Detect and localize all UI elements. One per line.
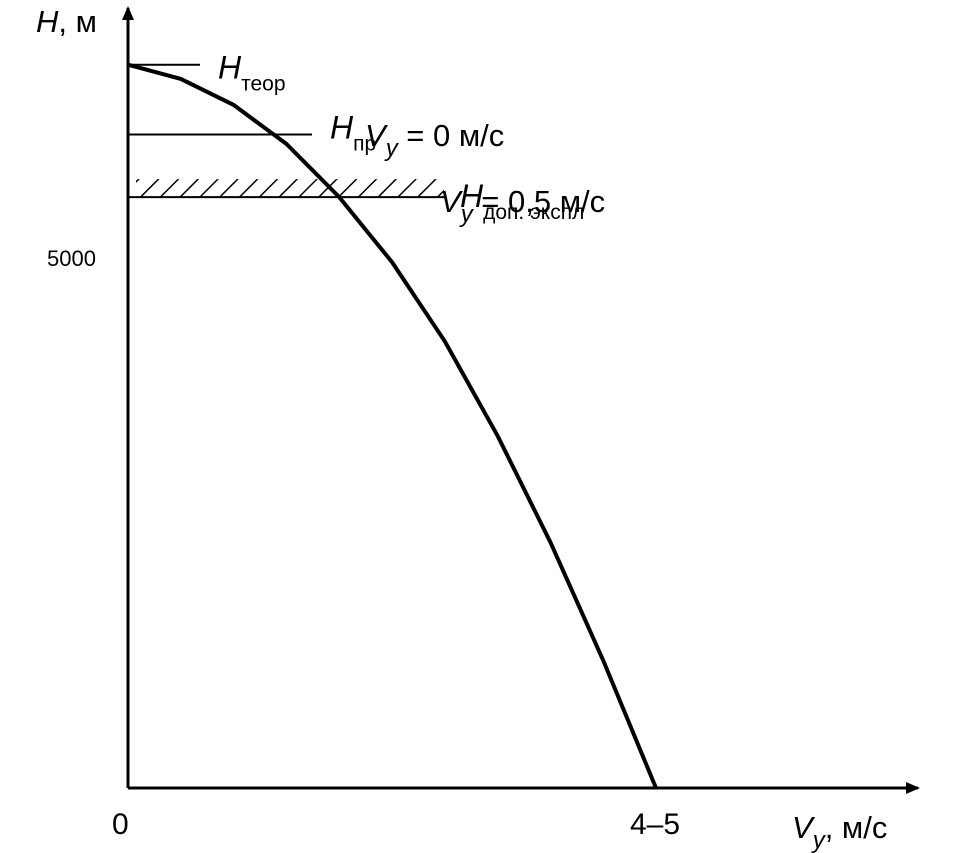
x-axis-label: Vy, м/с xyxy=(792,810,887,853)
y-tick-label-5000: 5000 xyxy=(47,246,96,271)
h-dop-hatched-band xyxy=(136,179,444,198)
h-pr-label: Hпр xyxy=(330,109,376,155)
h-teor-label: Hтеор xyxy=(218,50,286,96)
h-vs-vy-curve xyxy=(127,62,658,789)
h-dop-label: Hдоп. экспл xyxy=(460,178,584,224)
y-axis-label: H, м xyxy=(36,4,97,39)
vy-05-annotation: Vy = 0,5 м/с xyxy=(440,184,605,228)
x-tick-label-4-5: 4–5 xyxy=(630,808,680,841)
x-tick-label-0: 0 xyxy=(112,808,129,841)
vy-0-annotation: Vy = 0 м/с xyxy=(365,118,504,162)
